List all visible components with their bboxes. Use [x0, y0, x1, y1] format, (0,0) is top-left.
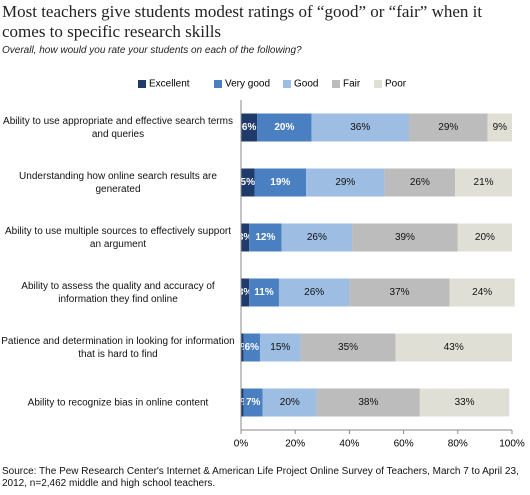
data-label: 26% — [410, 177, 430, 188]
data-label: 9% — [493, 122, 508, 133]
data-label: 15% — [270, 342, 290, 353]
legend-label: Good — [294, 79, 318, 90]
data-label: 1% — [235, 342, 250, 353]
chart-title: Most teachers give students modest ratin… — [2, 2, 483, 41]
data-label: 1% — [235, 397, 250, 408]
category-label: Patience and determination in looking fo… — [1, 335, 235, 360]
source-note: Source: The Pew Research Center's Intern… — [2, 466, 519, 489]
category-label: Ability to assess the quality and accura… — [21, 280, 215, 305]
bar-segment — [352, 223, 458, 252]
data-label: 21% — [474, 177, 494, 188]
bar-segment — [254, 168, 307, 197]
legend-label: Fair — [343, 79, 361, 90]
bar-segment — [384, 168, 456, 197]
data-label: 43% — [444, 342, 464, 353]
bar-segment — [262, 388, 317, 417]
bar-segment — [349, 278, 450, 307]
bar-segment — [257, 113, 312, 142]
x-tick-label: 0% — [234, 439, 249, 450]
bar-segment — [241, 278, 250, 307]
bar-segment — [419, 388, 510, 417]
bar-segment — [316, 388, 420, 417]
x-tick-label: 40% — [339, 439, 359, 450]
data-label: 24% — [472, 287, 492, 298]
data-label: 7% — [246, 397, 261, 408]
data-label: 36% — [350, 122, 370, 133]
bar-segment — [243, 333, 260, 362]
bar-segment — [259, 333, 301, 362]
legend-swatch — [138, 80, 146, 88]
bar-segment — [311, 113, 410, 142]
bar-segment — [281, 223, 353, 252]
x-tick-label: 100% — [499, 439, 525, 450]
bar-segment — [278, 278, 350, 307]
bar-segment — [409, 113, 488, 142]
bar-segment — [243, 388, 263, 417]
legend-swatch — [332, 80, 340, 88]
legend-swatch — [374, 80, 382, 88]
x-tick-label: 60% — [394, 439, 414, 450]
x-tick-label: 20% — [285, 439, 305, 450]
legend-label: Very good — [225, 79, 270, 90]
bar-segment — [241, 168, 255, 197]
bar-segment — [455, 168, 512, 197]
bar-segment — [241, 333, 244, 362]
data-label: 33% — [455, 397, 475, 408]
bar-segment — [306, 168, 385, 197]
bar-segment — [457, 223, 512, 252]
bar-segment — [249, 223, 282, 252]
bar-segment — [241, 388, 244, 417]
data-label: 26% — [307, 232, 327, 243]
data-label: 29% — [335, 177, 355, 188]
category-label: Understanding how online search results … — [19, 170, 217, 195]
data-label: 3% — [238, 232, 253, 243]
legend-label: Poor — [385, 79, 407, 90]
data-label: 20% — [274, 122, 294, 133]
data-label: 38% — [358, 397, 378, 408]
bar-segment — [449, 278, 515, 307]
data-label: 37% — [390, 287, 410, 298]
data-label: 6% — [245, 342, 260, 353]
legend-label: Excellent — [149, 79, 190, 90]
category-label: Ability to use appropriate and effective… — [3, 115, 233, 140]
data-label: 3% — [238, 287, 253, 298]
data-label: 29% — [438, 122, 458, 133]
data-label: 20% — [475, 232, 495, 243]
x-tick-label: 80% — [448, 439, 468, 450]
data-label: 11% — [254, 287, 274, 298]
data-label: 6% — [242, 122, 257, 133]
data-label: 26% — [304, 287, 324, 298]
data-label: 19% — [270, 177, 290, 188]
data-label: 35% — [338, 342, 358, 353]
data-label: 5% — [241, 177, 256, 188]
data-label: 39% — [395, 232, 415, 243]
bar-segment — [300, 333, 396, 362]
data-label: 20% — [280, 397, 300, 408]
bar-segment — [241, 113, 258, 142]
category-label: Ability to use multiple sources to effec… — [4, 225, 232, 250]
bar-segment — [249, 278, 279, 307]
data-label: 12% — [255, 232, 275, 243]
legend-swatch — [283, 80, 291, 88]
category-label: Ability to recognize bias in online cont… — [27, 397, 209, 408]
bar-segment — [487, 113, 512, 142]
legend-swatch — [214, 80, 222, 88]
bar-segment — [241, 223, 250, 252]
bar-segment — [395, 333, 512, 362]
chart-subtitle: Overall, how would you rate your student… — [2, 45, 302, 56]
